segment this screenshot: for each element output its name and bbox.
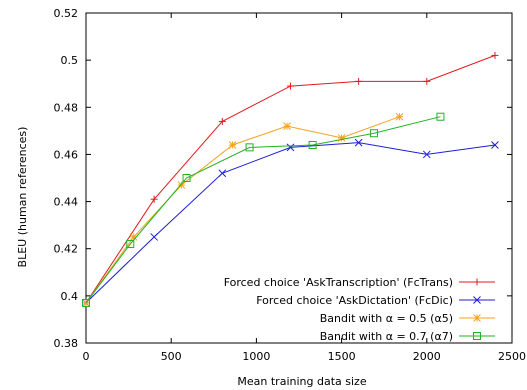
data-point [423,77,431,85]
legend-marker [473,314,481,322]
data-point [129,233,138,241]
legend-label: Bandit with α = 0.7 (α7) [320,330,453,343]
data-point [82,299,90,307]
x-axis-label: Mean training data size [237,375,366,388]
data-point [126,240,135,248]
data-point [355,77,363,85]
series-line [85,54,496,304]
y-tick-label: 0.38 [54,337,79,350]
data-point [436,112,445,121]
y-tick-label: 0.5 [61,54,79,67]
y-tick-label: 0.52 [54,7,79,20]
x-tick-label: 500 [161,350,182,363]
data-point [228,141,237,149]
legend: Forced choice 'AskTranscription' (FcTran… [224,276,495,343]
x-tick-label: 1000 [242,350,270,363]
data-point [369,129,378,138]
x-tick-label: 1500 [328,350,356,363]
legend-label: Bandit with α = 0.5 (α5) [320,312,453,325]
series-line [85,116,400,304]
series-1 [82,51,499,307]
legend-item: Bandit with α = 0.7 (α7) [320,330,495,343]
data-point [245,143,254,152]
x-tick-label: 2000 [413,350,441,363]
series-2 [82,138,499,307]
data-point [491,141,499,149]
data-point [182,174,191,182]
y-axis: 0.38 0.4 0.42 0.44 0.46 0.48 0.5 0.52 [54,7,512,350]
y-axis-label: BLEU (human references) [16,127,29,268]
plot-border [85,12,513,344]
series-3 [82,112,404,307]
data-point [286,82,294,90]
data-point [422,150,431,159]
x-tick-label: 0 [83,350,90,363]
y-tick-label: 0.44 [54,196,79,209]
data-point [354,138,363,147]
legend-item: Bandit with α = 0.5 (α5) [320,312,495,325]
series-line [85,116,441,304]
y-tick-label: 0.42 [54,243,79,256]
legend-marker [473,296,481,304]
data-point [218,169,227,178]
legend-marker [473,278,481,286]
data-point [82,298,90,307]
data-point [286,143,295,152]
data-point [150,233,159,241]
data-point [491,51,499,59]
series-layer [82,51,499,307]
y-tick-label: 0.46 [54,148,79,161]
data-point [395,112,404,121]
x-tick-label: 2500 [498,350,526,363]
legend-item: Forced choice 'AskTranscription' (FcTran… [224,276,495,289]
series-4 [82,112,445,307]
data-point [150,195,158,203]
y-tick-label: 0.4 [61,290,79,303]
x-axis: 0 500 1000 1500 2000 2500 [83,13,526,363]
data-point [308,141,317,149]
legend-label: Forced choice 'AskTranscription' (FcTran… [224,276,453,289]
data-point [283,122,291,130]
plot-area [85,12,513,344]
legend-label: Forced choice 'AskDictation' (FcDic) [256,294,453,307]
legend-marker [473,332,481,340]
data-point [218,117,226,125]
legend-item: Forced choice 'AskDictation' (FcDic) [256,294,495,307]
y-tick-label: 0.48 [54,101,79,114]
